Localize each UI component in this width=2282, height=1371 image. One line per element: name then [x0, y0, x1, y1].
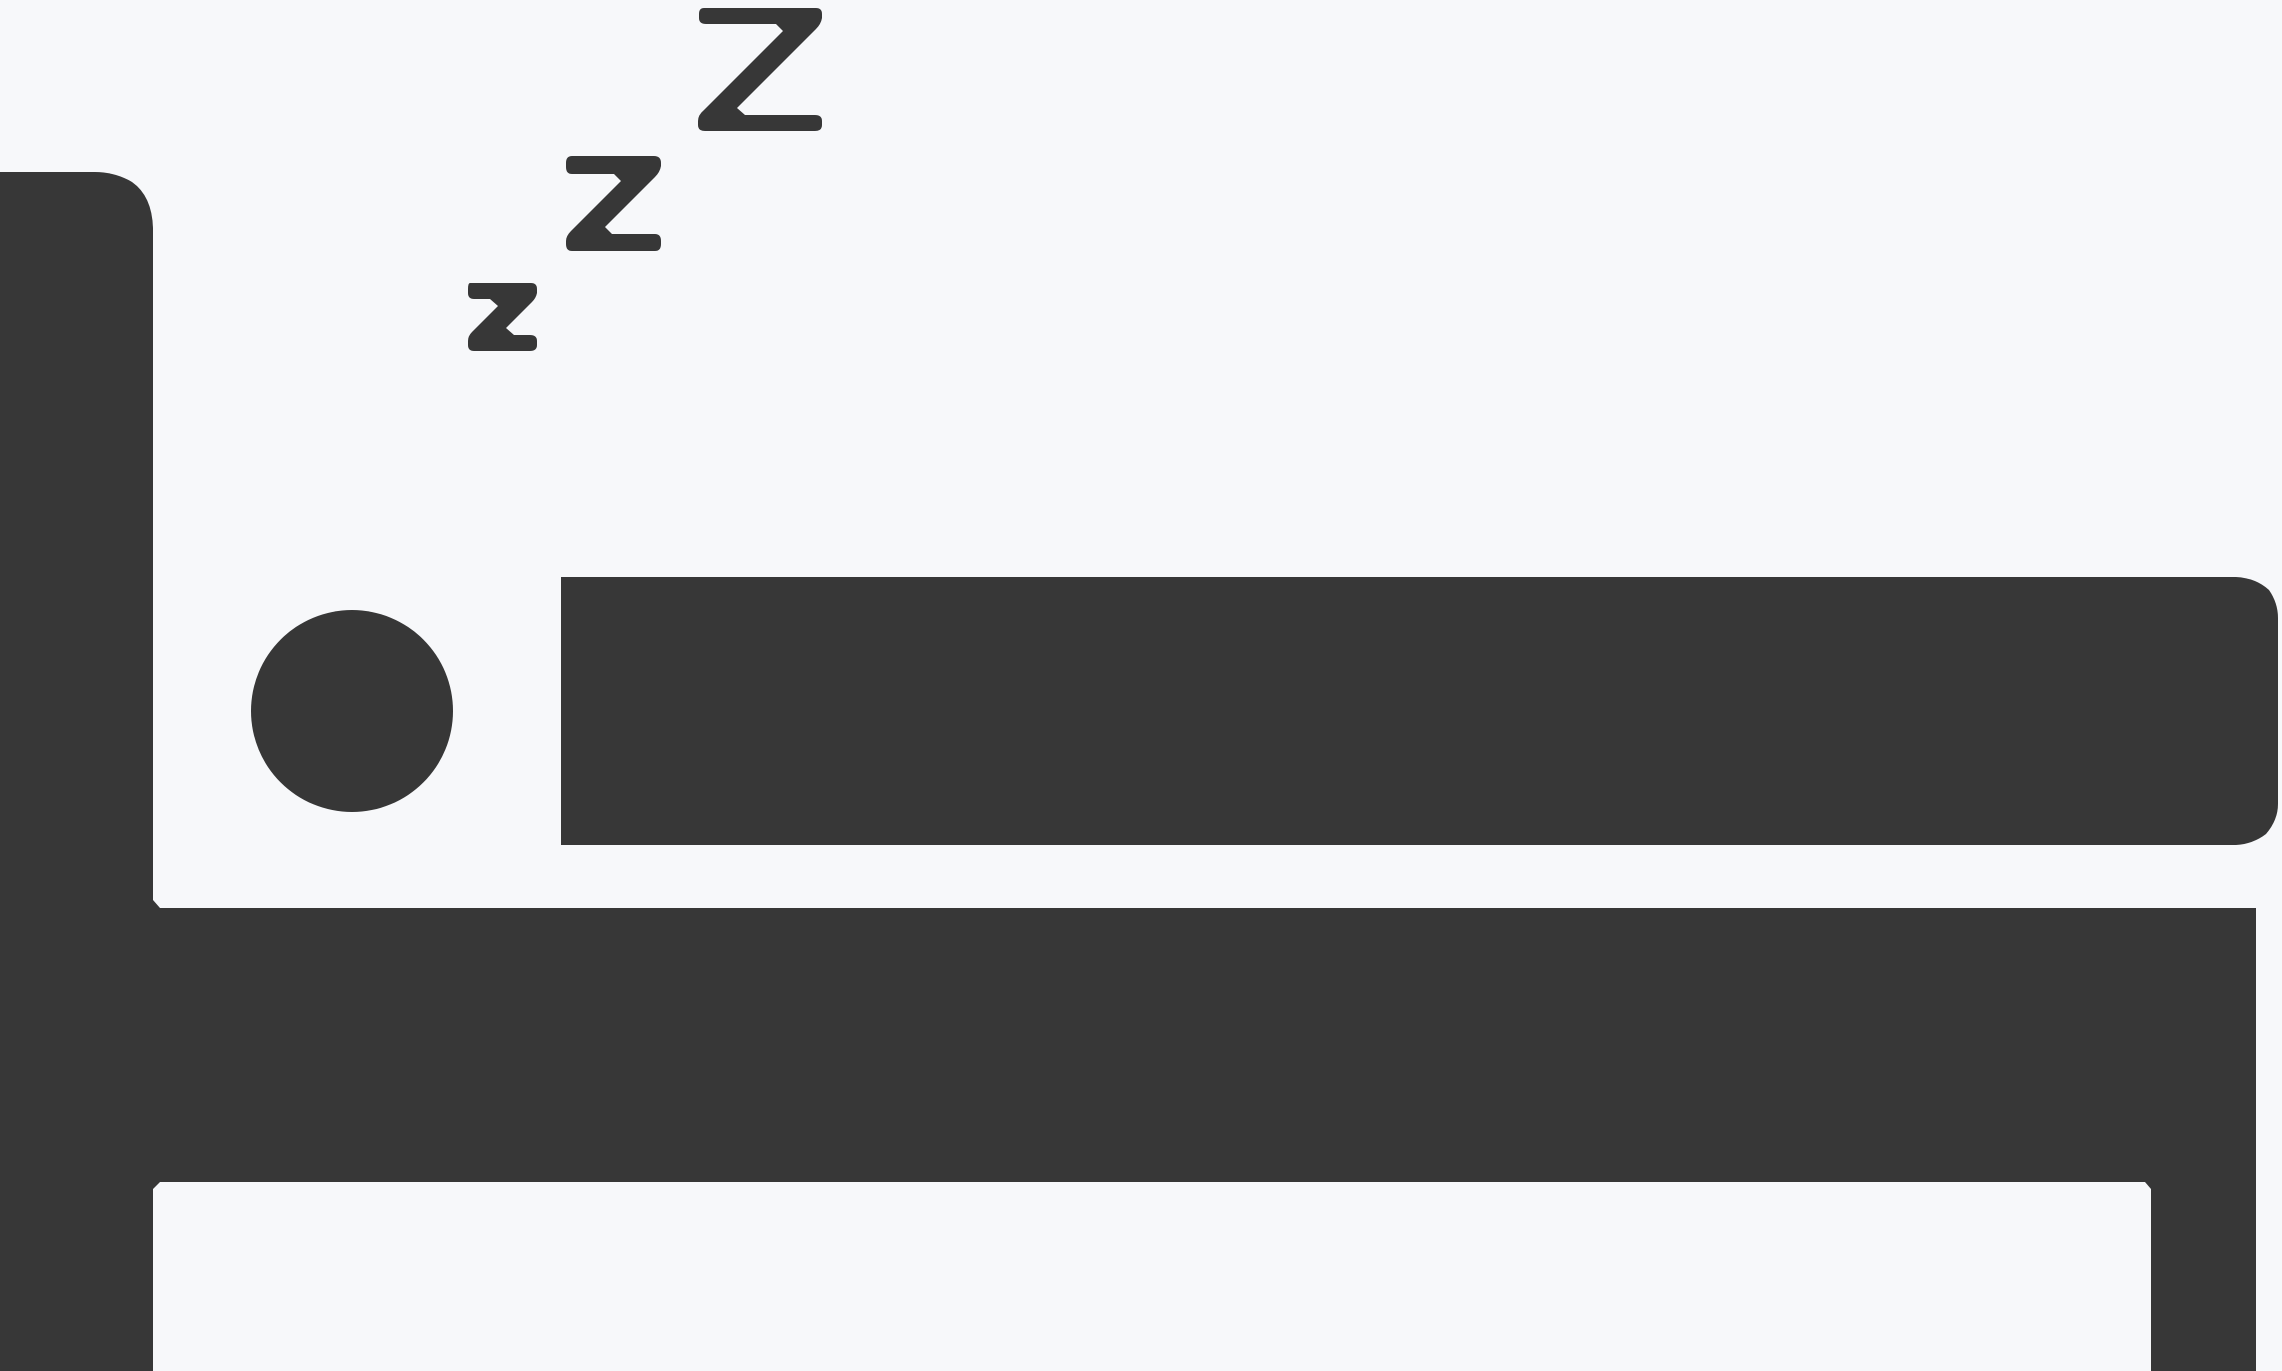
sleeper-body-icon — [561, 577, 2278, 845]
mattress-icon — [153, 900, 2256, 1189]
headboard-icon — [0, 172, 153, 1371]
small-z-icon — [468, 283, 537, 351]
sleeper-head-icon — [251, 610, 453, 812]
footboard-joint — [2145, 1182, 2151, 1189]
footboard-icon — [2151, 1182, 2256, 1371]
large-z-icon — [698, 8, 822, 131]
medium-z-icon — [566, 156, 661, 251]
